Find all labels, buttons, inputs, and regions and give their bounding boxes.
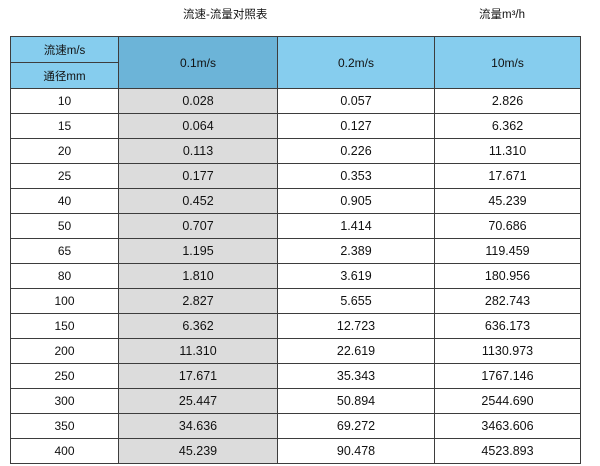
- cell-flow-2: 4523.893: [434, 438, 581, 464]
- cell-flow-1: 0.905: [277, 188, 435, 214]
- corner-header-diameter: 通径mm: [10, 62, 119, 89]
- header-row-bottom: 通径mm: [10, 62, 581, 89]
- cell-flow-2: 70.686: [434, 213, 581, 239]
- table-row: 150 6.362 12.723 636.173: [10, 313, 581, 339]
- cell-flow-2: 11.310: [434, 138, 581, 164]
- cell-flow-1: 90.478: [277, 438, 435, 464]
- table-row: 200 11.310 22.619 1130.973: [10, 338, 581, 364]
- cell-flow-0: 1.810: [118, 263, 278, 289]
- cell-diameter: 400: [10, 438, 119, 464]
- cell-flow-0: 6.362: [118, 313, 278, 339]
- table-row: 250 17.671 35.343 1767.146: [10, 363, 581, 389]
- cell-flow-0: 25.447: [118, 388, 278, 414]
- cell-flow-1: 12.723: [277, 313, 435, 339]
- cell-flow-0: 0.064: [118, 113, 278, 139]
- cell-flow-0: 45.239: [118, 438, 278, 464]
- cell-diameter: 300: [10, 388, 119, 414]
- table-row: 25 0.177 0.353 17.671: [10, 163, 581, 189]
- cell-diameter: 100: [10, 288, 119, 314]
- cell-flow-1: 0.057: [277, 88, 435, 114]
- unit-label: 流量m³/h: [479, 9, 525, 21]
- column-header-2: 10m/s: [434, 36, 581, 89]
- cell-flow-2: 282.743: [434, 288, 581, 314]
- cell-flow-2: 2.826: [434, 88, 581, 114]
- cell-diameter: 50: [10, 213, 119, 239]
- table-row: 100 2.827 5.655 282.743: [10, 288, 581, 314]
- cell-diameter: 25: [10, 163, 119, 189]
- table-row: 80 1.810 3.619 180.956: [10, 263, 581, 289]
- cell-diameter: 350: [10, 413, 119, 439]
- cell-flow-2: 6.362: [434, 113, 581, 139]
- cell-flow-0: 0.028: [118, 88, 278, 114]
- cell-flow-1: 35.343: [277, 363, 435, 389]
- table-row: 400 45.239 90.478 4523.893: [10, 438, 581, 464]
- cell-flow-0: 17.671: [118, 363, 278, 389]
- column-header-1: 0.2m/s: [277, 36, 435, 89]
- column-header-0: 0.1m/s: [118, 36, 278, 89]
- cell-flow-2: 2544.690: [434, 388, 581, 414]
- cell-flow-1: 0.127: [277, 113, 435, 139]
- cell-flow-2: 17.671: [434, 163, 581, 189]
- table-row: 50 0.707 1.414 70.686: [10, 213, 581, 239]
- corner-header-velocity: 流速m/s: [10, 36, 119, 63]
- cell-flow-1: 69.272: [277, 413, 435, 439]
- table-row: 350 34.636 69.272 3463.606: [10, 413, 581, 439]
- page-title: 流速-流量对照表: [183, 9, 268, 21]
- table-row: 20 0.113 0.226 11.310: [10, 138, 581, 164]
- cell-flow-0: 0.177: [118, 163, 278, 189]
- cell-flow-0: 2.827: [118, 288, 278, 314]
- cell-flow-1: 0.226: [277, 138, 435, 164]
- header-row-top: 流速m/s 0.1m/s 0.2m/s 10m/s: [10, 36, 581, 89]
- cell-flow-2: 1767.146: [434, 363, 581, 389]
- cell-flow-0: 11.310: [118, 338, 278, 364]
- cell-flow-2: 119.459: [434, 238, 581, 264]
- caption-bar: 流速-流量对照表 流量m³/h: [0, 0, 600, 34]
- cell-diameter: 40: [10, 188, 119, 214]
- cell-diameter: 250: [10, 363, 119, 389]
- table-row: 65 1.195 2.389 119.459: [10, 238, 581, 264]
- cell-flow-0: 34.636: [118, 413, 278, 439]
- cell-diameter: 15: [10, 113, 119, 139]
- table-row: 10 0.028 0.057 2.826: [10, 88, 581, 114]
- cell-diameter: 150: [10, 313, 119, 339]
- cell-flow-2: 636.173: [434, 313, 581, 339]
- cell-flow-1: 3.619: [277, 263, 435, 289]
- cell-flow-0: 0.707: [118, 213, 278, 239]
- table-row: 15 0.064 0.127 6.362: [10, 113, 581, 139]
- cell-flow-2: 3463.606: [434, 413, 581, 439]
- cell-flow-1: 50.894: [277, 388, 435, 414]
- table-header: 流速m/s 0.1m/s 0.2m/s 10m/s 通径mm: [10, 36, 581, 89]
- cell-flow-1: 2.389: [277, 238, 435, 264]
- cell-flow-1: 1.414: [277, 213, 435, 239]
- cell-flow-0: 1.195: [118, 238, 278, 264]
- table-row: 40 0.452 0.905 45.239: [10, 188, 581, 214]
- table-row: 300 25.447 50.894 2544.690: [10, 388, 581, 414]
- table-body: 10 0.028 0.057 2.826 15 0.064 0.127 6.362 20 0.11…: [10, 88, 581, 464]
- cell-diameter: 20: [10, 138, 119, 164]
- cell-flow-2: 45.239: [434, 188, 581, 214]
- cell-diameter: 80: [10, 263, 119, 289]
- cell-flow-0: 0.452: [118, 188, 278, 214]
- cell-diameter: 65: [10, 238, 119, 264]
- cell-flow-2: 180.956: [434, 263, 581, 289]
- cell-flow-1: 5.655: [277, 288, 435, 314]
- cell-diameter: 10: [10, 88, 119, 114]
- flow-velocity-table: 流速m/s 0.1m/s 0.2m/s 10m/s 通径mm 10 0.028 0.…: [10, 36, 581, 464]
- cell-flow-1: 0.353: [277, 163, 435, 189]
- cell-flow-2: 1130.973: [434, 338, 581, 364]
- cell-flow-1: 22.619: [277, 338, 435, 364]
- flow-velocity-table-container: 流速m/s 0.1m/s 0.2m/s 10m/s 通径mm 10 0.028 0.…: [10, 36, 581, 464]
- cell-diameter: 200: [10, 338, 119, 364]
- cell-flow-0: 0.113: [118, 138, 278, 164]
